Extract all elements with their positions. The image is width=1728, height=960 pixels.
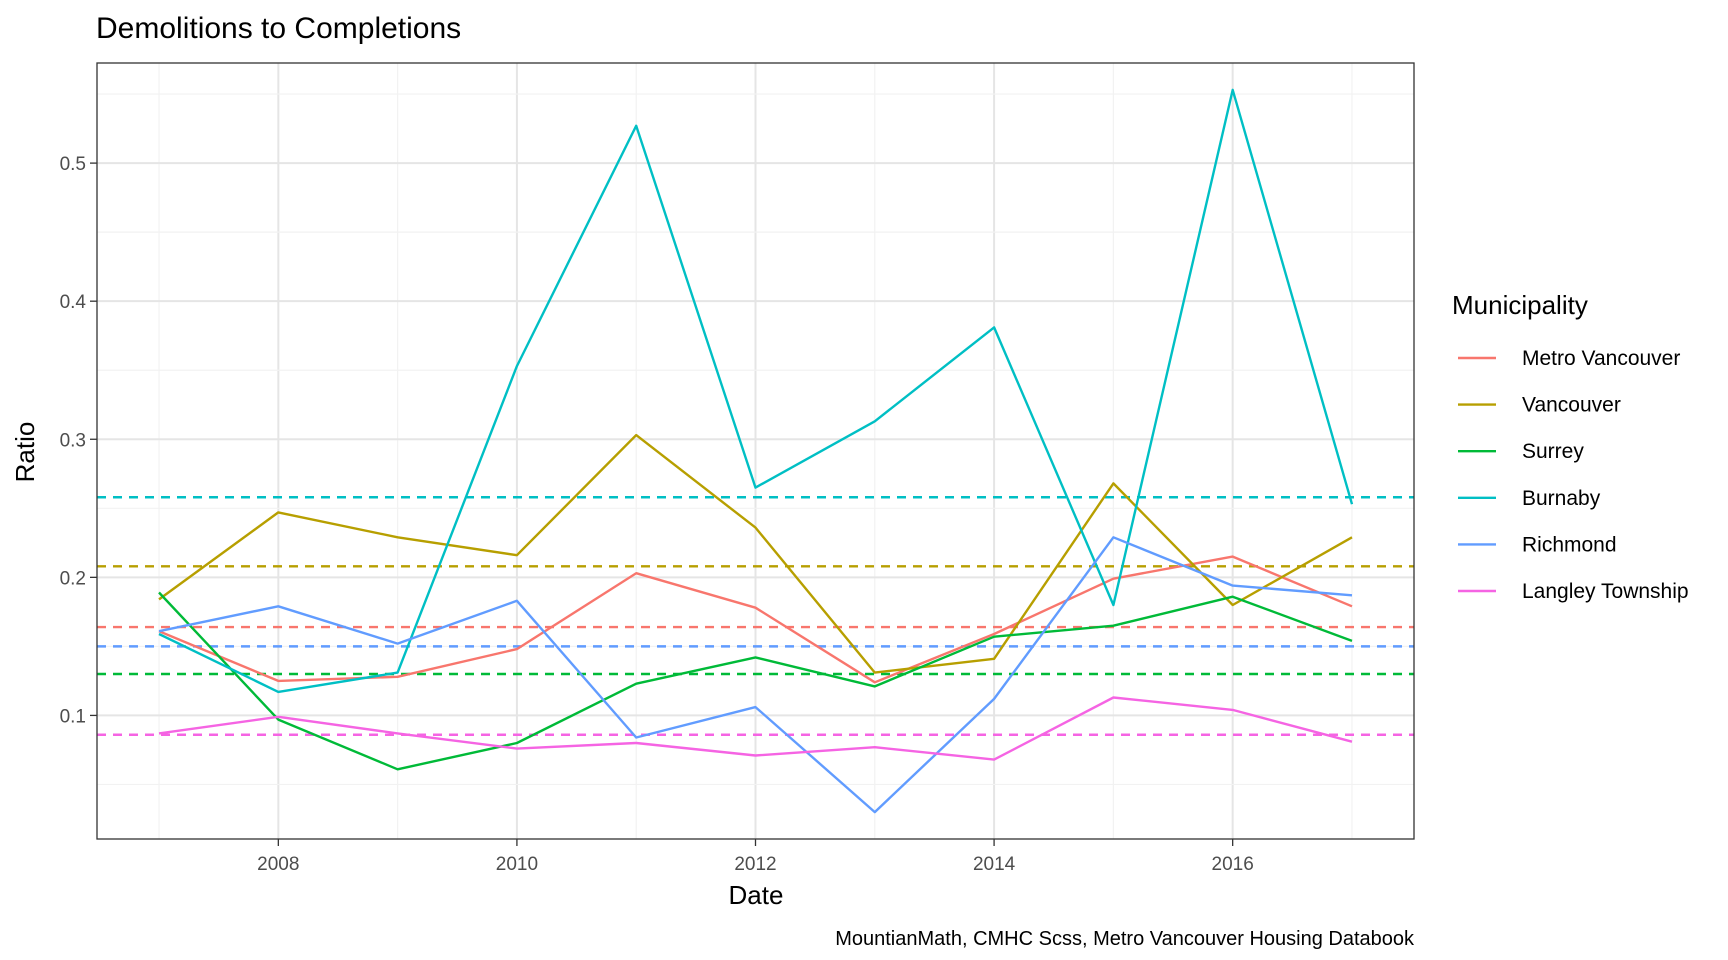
chart-title: Demolitions to Completions [96, 12, 461, 45]
series-line [158, 591, 1353, 771]
average-lines [97, 496, 1414, 736]
legend-item-label: Burnaby [1522, 487, 1601, 510]
series-line [158, 433, 1353, 674]
series-line [158, 536, 1353, 814]
series-lines [158, 88, 1354, 814]
legend-item-label: Surrey [1522, 440, 1584, 463]
x-tick-label: 2010 [496, 854, 538, 875]
legend-title: Municipality [1452, 290, 1588, 320]
x-tick-label: 2014 [973, 854, 1016, 875]
legend: Municipality Metro Vancouver Vancouver Sur… [1452, 290, 1689, 603]
legend-item-label: Langley Township [1522, 580, 1689, 603]
y-tick-label: 0.2 [60, 568, 86, 589]
legend-item-label: Richmond [1522, 533, 1617, 556]
x-tick-label: 2016 [1212, 854, 1254, 875]
series-line [158, 88, 1354, 694]
gridlines [97, 63, 1414, 839]
axis-tick-labels: 2008 2010 2012 2014 2016 0.1 0.2 0.3 0.4 0.5 [60, 154, 1254, 875]
y-tick-label: 0.3 [60, 430, 86, 451]
series-line [158, 696, 1353, 761]
x-tick-label: 2008 [257, 854, 299, 875]
y-tick-label: 0.4 [60, 292, 87, 313]
legend-item-label: Metro Vancouver [1522, 347, 1680, 370]
y-tick-label: 0.1 [60, 706, 86, 727]
y-axis-title: Ratio [10, 422, 40, 483]
x-axis-title: Date [729, 880, 784, 910]
legend-item-label: Vancouver [1522, 394, 1621, 417]
axis-ticks [90, 162, 1234, 846]
chart-caption: MountianMath, CMHC Scss, Metro Vancouver… [835, 928, 1415, 950]
y-tick-label: 0.5 [60, 154, 86, 175]
x-tick-label: 2012 [734, 854, 776, 875]
